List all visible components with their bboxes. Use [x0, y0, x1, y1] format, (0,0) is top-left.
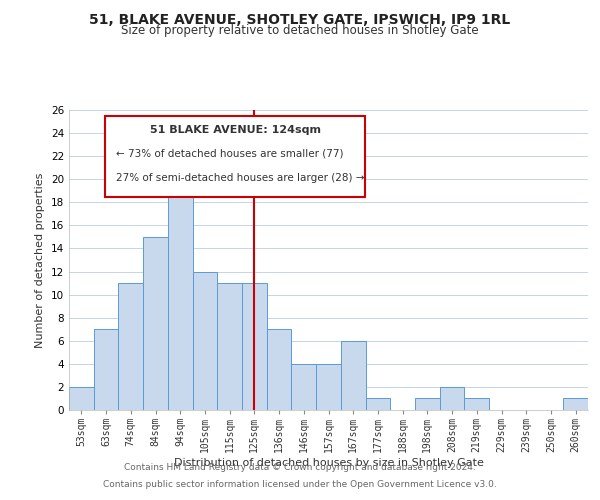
Bar	[143, 237, 168, 410]
Text: 51, BLAKE AVENUE, SHOTLEY GATE, IPSWICH, IP9 1RL: 51, BLAKE AVENUE, SHOTLEY GATE, IPSWICH,…	[89, 12, 511, 26]
Bar	[193, 272, 217, 410]
Bar	[94, 329, 118, 410]
Text: Contains public sector information licensed under the Open Government Licence v3: Contains public sector information licen…	[103, 480, 497, 489]
Bar	[316, 364, 341, 410]
Text: 27% of semi-detached houses are larger (28) →: 27% of semi-detached houses are larger (…	[116, 173, 364, 183]
Bar	[69, 387, 94, 410]
Bar	[415, 398, 440, 410]
Text: Size of property relative to detached houses in Shotley Gate: Size of property relative to detached ho…	[121, 24, 479, 37]
Y-axis label: Number of detached properties: Number of detached properties	[35, 172, 46, 348]
Bar	[365, 398, 390, 410]
Text: Contains HM Land Registry data © Crown copyright and database right 2024.: Contains HM Land Registry data © Crown c…	[124, 464, 476, 472]
Bar	[118, 283, 143, 410]
Bar	[267, 329, 292, 410]
Bar	[292, 364, 316, 410]
Bar	[563, 398, 588, 410]
Bar	[242, 283, 267, 410]
Text: 51 BLAKE AVENUE: 124sqm: 51 BLAKE AVENUE: 124sqm	[149, 125, 320, 135]
Bar	[168, 168, 193, 410]
Bar	[440, 387, 464, 410]
Bar	[217, 283, 242, 410]
Bar	[341, 341, 365, 410]
FancyBboxPatch shape	[106, 116, 365, 197]
X-axis label: Distribution of detached houses by size in Shotley Gate: Distribution of detached houses by size …	[173, 458, 484, 468]
Bar	[464, 398, 489, 410]
Text: ← 73% of detached houses are smaller (77): ← 73% of detached houses are smaller (77…	[116, 149, 343, 159]
